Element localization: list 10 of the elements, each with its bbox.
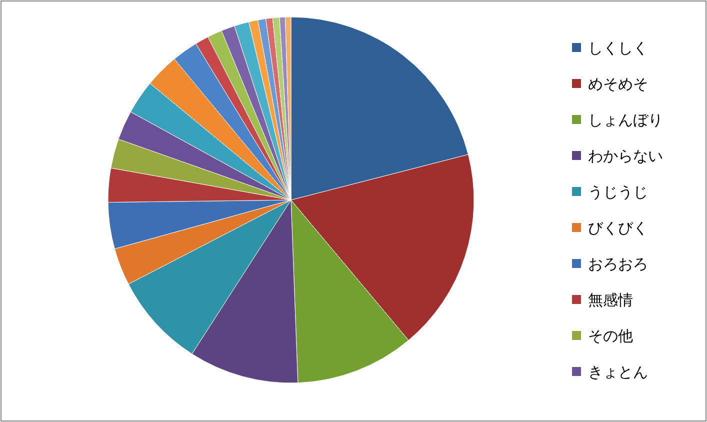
legend-label: おろおろ [588, 255, 648, 273]
legend-label: びくびく [588, 219, 648, 237]
legend-label: うじうじ [588, 183, 648, 201]
legend-label: わからない [588, 147, 663, 165]
legend-label: しくしく [588, 39, 648, 57]
legend-label: しょんぼり [588, 111, 663, 129]
legend-label: きょとん [588, 363, 648, 381]
legend-label: 無感情 [588, 291, 633, 309]
legend-label: めそめそ [588, 75, 648, 93]
legend-label: その他 [588, 327, 633, 345]
